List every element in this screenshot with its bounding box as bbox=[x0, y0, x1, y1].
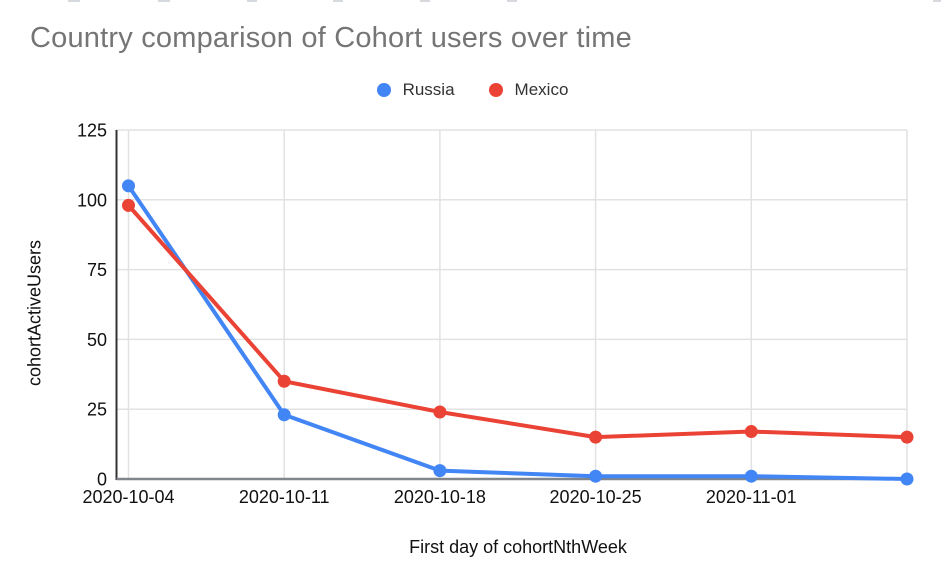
x-axis-tick-label: 2020-10-18 bbox=[394, 487, 486, 507]
russia-series-dot-icon bbox=[376, 83, 391, 97]
chart-title: Country comparison of Cohort users over … bbox=[30, 22, 632, 54]
data-point-russia bbox=[433, 464, 447, 478]
russia-legend-label: Russia bbox=[402, 80, 455, 99]
data-point-mexico bbox=[122, 198, 135, 212]
x-axis-tick-label: 2020-10-25 bbox=[550, 487, 642, 507]
data-point-mexico bbox=[744, 425, 758, 439]
data-point-russia bbox=[589, 469, 603, 483]
data-point-russia bbox=[900, 472, 914, 486]
legend-item-russia: Russia bbox=[376, 80, 455, 100]
series-line-russia bbox=[126, 183, 909, 481]
data-point-mexico bbox=[433, 405, 447, 419]
top-crop-artifact bbox=[507, 0, 517, 2]
mexico-legend-label: Mexico bbox=[514, 80, 569, 99]
top-crop-artifact bbox=[420, 0, 430, 2]
y-axis-title: cohortActiveUsers bbox=[24, 239, 45, 387]
y-axis-tick-label: 50 bbox=[87, 330, 107, 350]
x-axis-tick-label: 2020-11-01 bbox=[706, 487, 797, 507]
data-point-russia bbox=[744, 469, 758, 483]
data-point-russia bbox=[277, 408, 291, 422]
data-point-mexico bbox=[589, 430, 603, 444]
top-crop-artifact bbox=[68, 0, 80, 2]
x-axis-tick-label: 2020-10-11 bbox=[239, 487, 330, 507]
data-point-mexico bbox=[900, 430, 914, 444]
top-crop-artifact bbox=[933, 0, 941, 2]
y-axis-tick-label: 25 bbox=[87, 400, 107, 420]
chart-legend: Russia Mexico bbox=[0, 80, 945, 100]
mexico-series-dot-icon bbox=[488, 83, 503, 97]
y-axis-tick-label: 100 bbox=[77, 190, 107, 210]
data-point-mexico bbox=[277, 374, 291, 388]
top-crop-artifact bbox=[333, 0, 343, 2]
y-axis-tick-label: 125 bbox=[77, 121, 107, 141]
data-point-russia bbox=[122, 179, 135, 193]
x-axis-tick-label: 2020-10-04 bbox=[82, 487, 174, 507]
series-line-mexico bbox=[126, 203, 909, 440]
y-axis-tick-label: 75 bbox=[87, 260, 107, 280]
top-crop-artifact bbox=[158, 0, 170, 2]
x-axis-title: First day of cohortNthWeek bbox=[409, 537, 627, 557]
legend-item-mexico: Mexico bbox=[488, 80, 569, 100]
top-crop-artifact bbox=[247, 0, 257, 2]
y-axis-tick-label: 0 bbox=[97, 470, 107, 490]
